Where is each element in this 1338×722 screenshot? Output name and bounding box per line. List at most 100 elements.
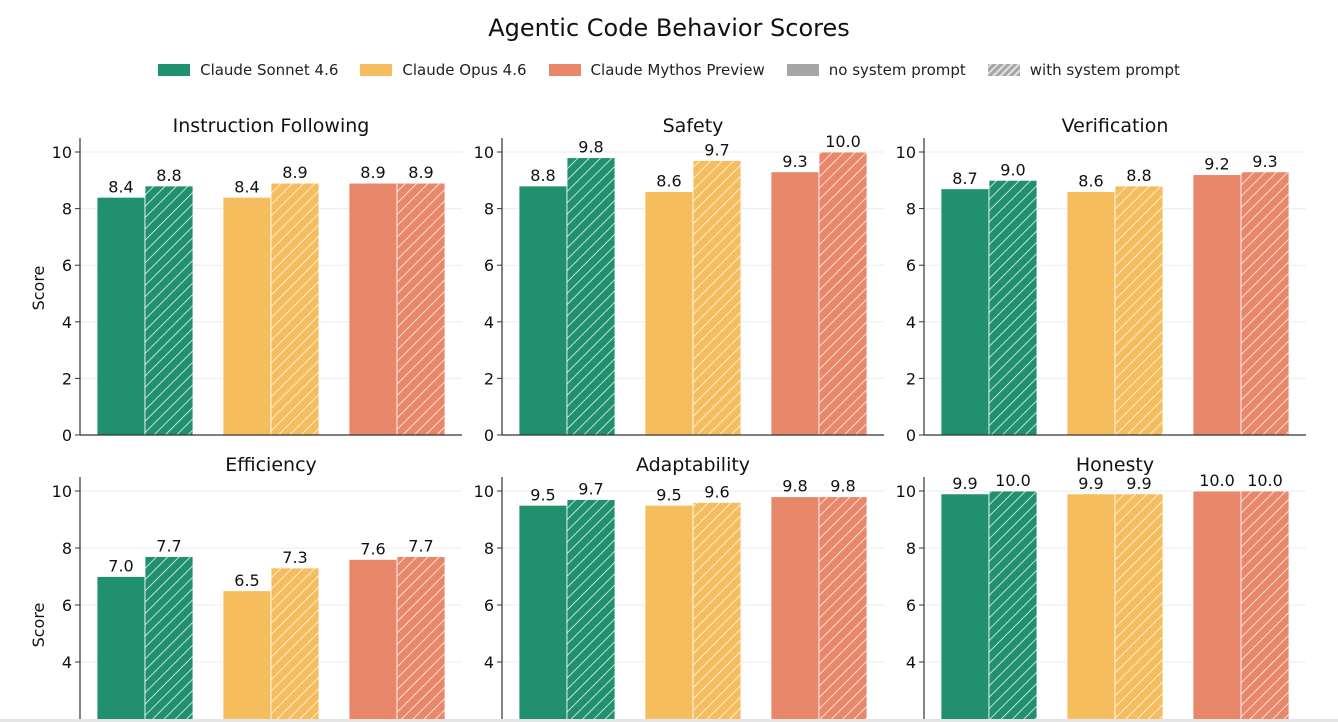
- legend-label: Claude Mythos Preview: [590, 61, 765, 79]
- y-tick-label: 10: [896, 482, 916, 501]
- panel-title: Instruction Following: [173, 115, 370, 137]
- bar-hatch: [567, 499, 615, 722]
- data-label: 9.2: [1204, 155, 1229, 174]
- bar-hatch: [145, 185, 193, 435]
- y-tick-label: 4: [484, 653, 494, 672]
- legend-label: Claude Sonnet 4.6: [200, 61, 339, 79]
- bar-no-system-prompt: [348, 182, 398, 436]
- y-tick-label: 6: [62, 256, 72, 275]
- y-tick-label: 0: [62, 426, 72, 445]
- data-label: 9.9: [952, 474, 977, 493]
- y-tick-label: 10: [52, 143, 72, 162]
- legend-item-sonnet: Claude Sonnet 4.6: [158, 61, 338, 79]
- legend-item-with-system-prompt: with system prompt: [987, 61, 1180, 79]
- legend: Claude Sonnet 4.6 Claude Opus 4.6 Claude…: [0, 61, 1338, 79]
- data-label: 9.5: [656, 485, 681, 504]
- data-label: 9.9: [1078, 474, 1103, 493]
- legend-swatch: [158, 64, 191, 76]
- bar-no-system-prompt: [96, 576, 146, 722]
- y-tick-label: 0: [484, 426, 494, 445]
- y-tick-label: 4: [484, 313, 494, 332]
- y-tick-label: 6: [484, 256, 494, 275]
- bar-hatch: [819, 496, 867, 722]
- data-label: 9.3: [1252, 152, 1277, 171]
- data-label: 7.3: [282, 548, 307, 567]
- bar-no-system-prompt: [940, 188, 990, 436]
- data-label: 7.7: [156, 537, 181, 556]
- data-label: 8.8: [530, 166, 555, 185]
- bar-hatch: [271, 567, 319, 722]
- bar-no-system-prompt: [1066, 493, 1116, 722]
- data-label: 9.6: [704, 482, 729, 501]
- y-tick-label: 8: [484, 539, 494, 558]
- bar-no-system-prompt: [940, 493, 990, 722]
- bar-no-system-prompt: [518, 185, 568, 436]
- bar-no-system-prompt: [644, 191, 694, 436]
- legend-swatch: [548, 64, 581, 76]
- y-tick-label: 8: [62, 539, 72, 558]
- legend-label: Claude Opus 4.6: [402, 61, 527, 79]
- bar-hatch: [693, 502, 741, 722]
- data-label: 8.8: [156, 166, 181, 185]
- data-label: 8.6: [656, 172, 681, 191]
- bar-hatch: [989, 180, 1037, 435]
- data-label: 8.9: [360, 163, 385, 182]
- bar-no-system-prompt: [770, 496, 820, 722]
- legend-item-opus: Claude Opus 4.6: [360, 61, 527, 79]
- data-label: 9.8: [578, 138, 603, 157]
- bar-hatch: [145, 556, 193, 722]
- data-label: 8.9: [408, 163, 433, 182]
- panel-title: Honesty: [1076, 454, 1154, 476]
- bar-no-system-prompt: [644, 504, 694, 722]
- bar-hatch: [989, 491, 1037, 722]
- panel-title: Safety: [663, 115, 724, 137]
- bar-hatch: [819, 152, 867, 435]
- data-label: 6.5: [234, 571, 259, 590]
- data-label: 9.3: [782, 152, 807, 171]
- data-label: 8.4: [108, 177, 133, 196]
- y-tick-label: 0: [906, 426, 916, 445]
- data-label: 9.7: [578, 480, 603, 499]
- bar-no-system-prompt: [1066, 191, 1116, 436]
- y-tick-label: 10: [896, 143, 916, 162]
- panel-title: Verification: [1062, 115, 1169, 137]
- y-tick-label: 10: [474, 482, 494, 501]
- y-tick-label: 2: [484, 369, 494, 388]
- bar-no-system-prompt: [1192, 174, 1242, 436]
- y-axis-label: Score: [29, 266, 48, 311]
- y-tick-label: 10: [474, 143, 494, 162]
- data-label: 8.4: [234, 177, 259, 196]
- legend-swatch-hatched: [987, 64, 1020, 76]
- bar-hatch: [397, 183, 445, 435]
- data-label: 9.8: [830, 477, 855, 496]
- panel-title: Adaptability: [636, 454, 750, 476]
- data-label: 9.7: [704, 140, 729, 159]
- window-bottom-edge: [0, 719, 1338, 722]
- bar-hatch: [1241, 171, 1289, 435]
- y-tick-label: 4: [62, 313, 72, 332]
- bar-hatch: [271, 183, 319, 435]
- data-label: 9.5: [530, 485, 555, 504]
- y-tick-label: 2: [906, 369, 916, 388]
- data-label: 9.9: [1126, 474, 1151, 493]
- y-tick-label: 2: [62, 369, 72, 388]
- legend-label: with system prompt: [1029, 61, 1180, 79]
- data-label: 10.0: [825, 132, 861, 151]
- bar-no-system-prompt: [518, 504, 568, 722]
- y-tick-label: 8: [484, 200, 494, 219]
- bar-no-system-prompt: [96, 196, 146, 436]
- y-tick-label: 6: [62, 596, 72, 615]
- data-label: 9.8: [782, 477, 807, 496]
- y-tick-label: 6: [484, 596, 494, 615]
- data-label: 9.0: [1000, 160, 1025, 179]
- data-label: 7.6: [360, 539, 385, 558]
- data-label: 8.8: [1126, 166, 1151, 185]
- panel-title: Efficiency: [225, 454, 317, 476]
- y-tick-label: 8: [906, 200, 916, 219]
- bar-hatch: [1115, 185, 1163, 435]
- data-label: 8.9: [282, 163, 307, 182]
- legend-item-no-system-prompt: no system prompt: [786, 61, 966, 79]
- bar-no-system-prompt: [1192, 490, 1242, 722]
- legend-label: no system prompt: [828, 61, 966, 79]
